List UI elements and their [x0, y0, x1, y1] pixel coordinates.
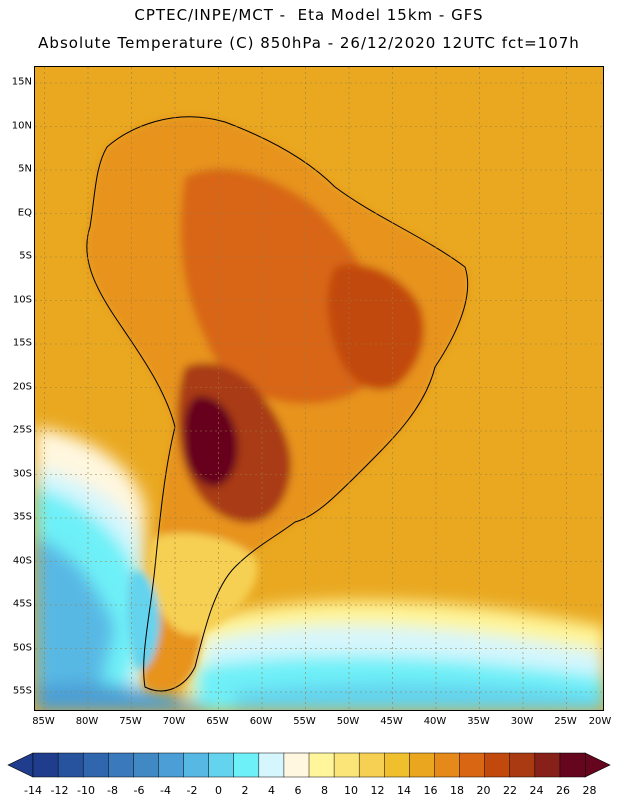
scale-swatch	[534, 752, 561, 778]
lat-label: 15S	[12, 337, 32, 349]
lat-label: 25S	[12, 424, 32, 436]
scale-swatch	[32, 752, 59, 778]
scale-swatch	[509, 752, 536, 778]
lon-label: 30W	[510, 716, 534, 727]
south-atlantic-deep	[235, 682, 603, 710]
scale-swatch	[559, 752, 586, 778]
lon-label: 25W	[554, 716, 577, 727]
lon-label: 70W	[162, 716, 186, 727]
amazon-hot-core	[181, 168, 382, 404]
scale-swatch	[459, 752, 486, 778]
lon-label: 35W	[467, 716, 490, 727]
map-title-line2: Absolute Temperature (C) 850hPa - 26/12/…	[38, 34, 580, 52]
lat-label: 45S	[12, 598, 32, 610]
lat-label: 15N	[11, 76, 32, 88]
lat-label: 50S	[12, 642, 32, 653]
drake-passage	[35, 683, 205, 710]
chaco-max-zone	[184, 396, 238, 487]
lat-label: 40S	[12, 555, 32, 566]
lon-label: 60W	[249, 716, 273, 727]
scale-label: 18	[450, 784, 464, 797]
scale-label: 26	[556, 784, 570, 797]
scale-label: 10	[344, 784, 358, 797]
scale-label: -6	[133, 784, 145, 797]
scale-label: 24	[529, 784, 544, 797]
scale-label: 28	[582, 784, 597, 797]
lon-label: 50W	[336, 716, 360, 727]
scale-label: 16	[423, 784, 438, 797]
lat-label: 20S	[12, 381, 32, 392]
scale-label: -14	[24, 784, 42, 797]
scale-swatch	[158, 752, 185, 778]
temperature-field	[35, 67, 603, 710]
scale-swatch	[384, 752, 410, 778]
cool-band-blue	[35, 537, 115, 710]
scale-label: 14	[397, 784, 411, 797]
scale-swatch	[333, 752, 360, 778]
color-scale	[0, 748, 618, 798]
scale-swatch	[358, 752, 385, 778]
south-america-coastline	[86, 116, 469, 692]
scale-label: -12	[50, 784, 69, 797]
scale-label: 0	[215, 784, 222, 797]
lon-label: 65W	[206, 716, 229, 727]
lon-label: 45W	[380, 716, 403, 727]
lon-label: 20W	[588, 716, 612, 727]
scale-swatch	[108, 752, 134, 778]
scale-swatch	[409, 752, 436, 778]
scale-label: 12	[370, 784, 385, 797]
graticule	[35, 67, 603, 710]
scale-swatch	[258, 752, 285, 778]
scale-swatch	[484, 752, 511, 778]
lat-label: 5S	[19, 250, 32, 262]
scale-arrow-left	[7, 752, 34, 778]
lat-label: 35S	[12, 511, 32, 523]
scale-label: 8	[321, 784, 328, 797]
lat-label: 10S	[12, 294, 32, 305]
scale-label: 22	[503, 784, 517, 797]
color-scale-bar	[7, 752, 611, 778]
scale-label: -8	[107, 784, 118, 797]
scale-label: 2	[241, 784, 249, 797]
scale-label: 4	[268, 784, 275, 797]
map-title-line1: CPTEC/INPE/MCT - Eta Model 15km - GFS	[134, 6, 484, 24]
temperature-map	[34, 66, 604, 711]
scale-swatch	[183, 752, 210, 778]
lon-label: 75W	[119, 716, 142, 727]
lon-label: 40W	[423, 716, 447, 727]
scale-swatch	[82, 752, 109, 778]
lon-label: 85W	[32, 716, 55, 727]
scale-swatch	[283, 752, 310, 778]
lat-label: 5N	[18, 163, 32, 175]
scale-swatch	[308, 752, 335, 778]
lat-label: 55S	[12, 685, 32, 697]
scale-label: 20	[476, 784, 491, 797]
scale-arrow-right	[584, 752, 611, 778]
scale-swatch	[434, 752, 461, 778]
scale-label: -10	[77, 784, 95, 797]
scale-swatch	[233, 752, 260, 778]
lat-label: EQ	[17, 207, 32, 218]
scale-swatch	[57, 752, 84, 778]
lon-label: 80W	[75, 716, 99, 727]
lat-label: 10N	[11, 120, 32, 131]
lat-label: 30S	[12, 468, 32, 479]
scale-label: -4	[160, 784, 171, 797]
northeast-hot-core	[327, 264, 424, 390]
scale-swatch	[208, 752, 235, 778]
scale-swatch	[133, 752, 160, 778]
scale-label: 6	[294, 784, 302, 797]
scale-label: -2	[186, 784, 198, 797]
scale-swatches	[32, 752, 586, 778]
patagonia-yellow	[149, 533, 258, 636]
lon-label: 55W	[293, 716, 316, 727]
